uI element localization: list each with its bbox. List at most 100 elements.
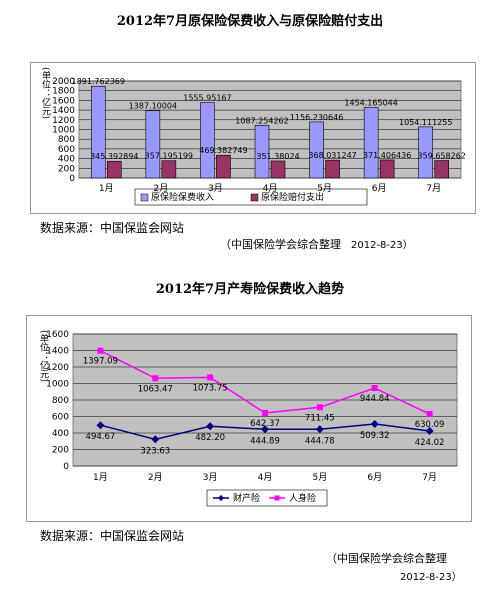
data-label: 1454.165044 — [344, 98, 397, 107]
data-point — [206, 422, 215, 431]
y-axis-label: (单位：亿元) — [38, 330, 49, 382]
credit-date-2: 2012-8-23） — [400, 572, 462, 583]
data-label: 469.382749 — [199, 146, 247, 155]
x-tick-label: 4月 — [258, 472, 273, 483]
y-tick-label: 600 — [58, 145, 75, 155]
x-tick-label: 2月 — [153, 183, 168, 194]
bar-premium — [363, 107, 379, 179]
data-label: 444.89 — [250, 436, 280, 446]
y-tick-label: 600 — [52, 413, 69, 423]
data-label: 482.20 — [195, 433, 225, 443]
data-label: 711.45 — [305, 413, 335, 423]
bar-claims — [161, 160, 177, 179]
data-label: 351.38024 — [256, 152, 299, 161]
y-tick-label: 1000 — [46, 380, 69, 390]
x-tick-label: 1月 — [93, 472, 108, 483]
y-tick-label: 2000 — [52, 77, 75, 87]
x-tick-label: 1月 — [99, 183, 114, 194]
chart2-frame: 0 200 400 600 800 1000 1200 1400 1600 (单位：亿元) 1月 2月… — [26, 315, 472, 522]
y-tick-label: 1800 — [52, 87, 75, 97]
data-point — [316, 404, 323, 411]
y-axis-label: (单位：亿元) — [40, 67, 51, 119]
data-label: 494.67 — [86, 432, 116, 442]
data-label: 1555.95167 — [183, 94, 231, 103]
legend-swatch — [250, 193, 259, 202]
bar-premium — [200, 102, 215, 179]
chart2-title: 2012年7月产寿险保费收入趋势 — [155, 282, 345, 297]
y-tick-label: 0 — [63, 462, 69, 472]
data-label: 345.392894 — [90, 152, 138, 161]
data-label: 424.02 — [415, 438, 445, 448]
legend-label: 人身险 — [289, 492, 316, 504]
data-label: 357.195199 — [145, 152, 193, 161]
data-point — [370, 419, 379, 428]
bar-claims — [270, 160, 286, 179]
legend-marker — [274, 495, 280, 501]
bar-chart: 0200400600800100012001400160018002000(单位… — [40, 67, 466, 206]
y-tick-label: 800 — [52, 396, 69, 406]
y-tick-label: 1600 — [52, 96, 75, 106]
data-label: 1073.75 — [193, 383, 228, 393]
line-chart: 0 200 400 600 800 1000 1200 1400 1600(单位：亿元) 1月 2月… — [38, 330, 458, 507]
data-label: 323.63 — [140, 446, 170, 456]
data-label: 359.658262 — [418, 152, 466, 161]
x-tick-label: 4月 — [263, 183, 278, 194]
data-point — [426, 411, 433, 418]
y-tick-label: 0 — [69, 174, 75, 184]
bar-claims — [106, 160, 122, 179]
y-tick-label: 800 — [58, 135, 75, 145]
bar-premium — [309, 121, 324, 179]
data-point — [207, 374, 214, 381]
data-label: 1891.762369 — [72, 77, 125, 86]
data-label: 642.37 — [250, 419, 280, 429]
bar-claims — [325, 159, 340, 179]
data-label: 1387.10004 — [129, 102, 177, 111]
bar-premium — [418, 126, 434, 179]
credit-note-1: （中国保险学会综合整理 2012-8-23） — [220, 236, 413, 252]
data-point — [425, 427, 434, 436]
x-tick-label: 6月 — [372, 183, 387, 194]
bar-premium — [254, 124, 270, 179]
data-label: 1397.09 — [83, 357, 118, 367]
data-point — [371, 385, 378, 392]
legend-label: 原保险赔付支出 — [261, 191, 324, 203]
data-label: 1054.111255 — [399, 118, 452, 127]
data-point — [261, 425, 269, 434]
data-label: 1156.230646 — [290, 113, 343, 122]
credit-date-1: 2012-8-23） — [351, 240, 413, 251]
credit-note-2: （中国保险学会综合整理 — [326, 552, 447, 565]
bar-claims — [216, 154, 231, 179]
data-label: 630.09 — [415, 420, 445, 430]
bar-claims — [379, 159, 395, 179]
y-tick-label: 1200 — [52, 116, 75, 126]
legend-label: 财产险 — [233, 492, 260, 504]
data-label: 444.78 — [305, 436, 335, 446]
data-label: 371.406436 — [363, 151, 411, 160]
legend-box — [134, 188, 368, 206]
credit-text-1: （中国保险学会综合整理 — [220, 238, 341, 251]
y-tick-label: 400 — [52, 429, 69, 439]
x-tick-label: 2月 — [148, 472, 163, 483]
y-tick-label: 1600 — [46, 330, 69, 340]
data-point — [96, 421, 105, 430]
legend-marker — [218, 495, 224, 501]
data-label: 368.031247 — [308, 151, 356, 160]
data-point — [315, 425, 324, 434]
source-note-1: 数据来源：中国保监会网站 — [40, 221, 185, 235]
y-tick-label: 1400 — [52, 106, 75, 116]
data-point — [262, 410, 268, 417]
data-point — [151, 435, 160, 444]
bar-claims — [434, 160, 450, 179]
x-tick-label: 6月 — [367, 472, 382, 483]
y-tick-label: 200 — [58, 164, 75, 174]
bar-premium — [90, 85, 106, 179]
y-tick-label: 400 — [58, 155, 75, 165]
x-tick-label: 7月 — [422, 472, 437, 483]
chart1-frame: 0 200 400 600 800 1000 1200 1400 1600 1800 2000 (单位… — [30, 62, 476, 214]
x-tick-label: 3月 — [203, 472, 218, 483]
data-label: 509.32 — [360, 431, 390, 441]
bar-premium — [145, 110, 161, 179]
x-tick-label: 5月 — [312, 472, 327, 483]
data-point — [152, 375, 159, 382]
data-label: 1063.47 — [138, 384, 173, 394]
